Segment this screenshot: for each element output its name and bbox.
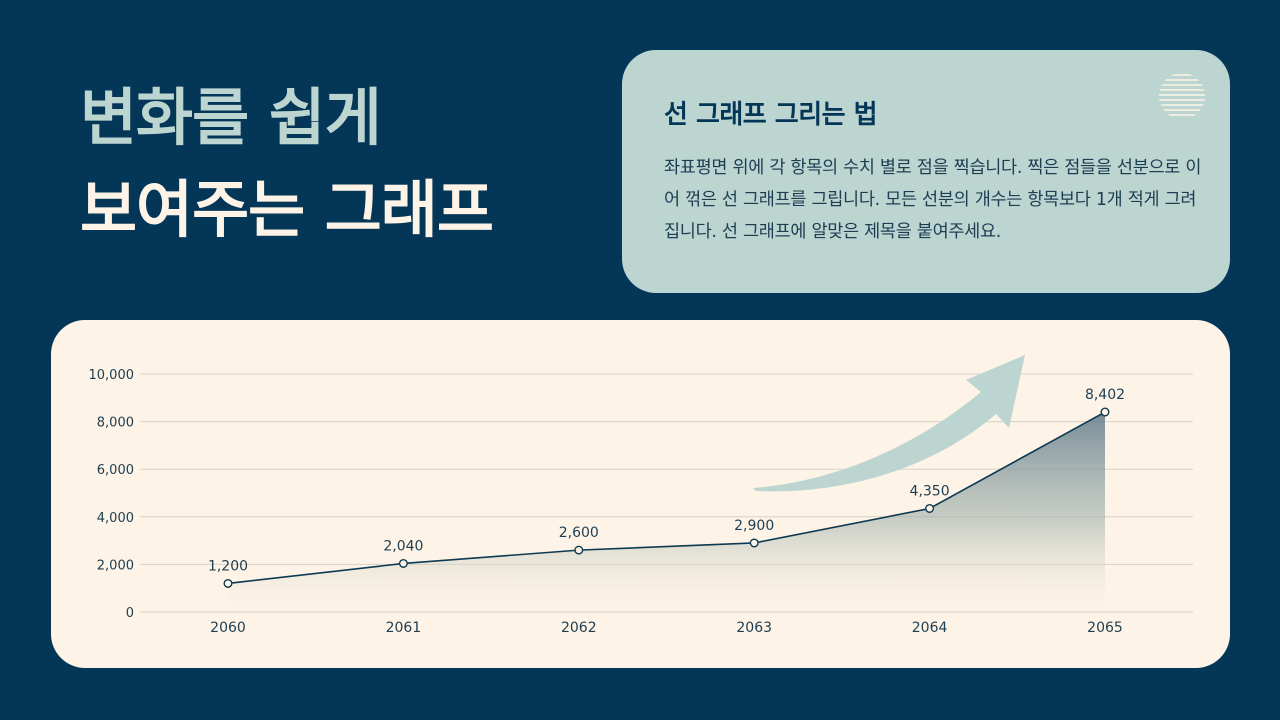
striped-circle-icon bbox=[1159, 74, 1205, 116]
value-label: 8,402 bbox=[1085, 387, 1125, 403]
value-label: 2,900 bbox=[734, 518, 774, 534]
x-tick-label: 2061 bbox=[386, 620, 422, 636]
x-tick-label: 2062 bbox=[561, 620, 597, 636]
data-point bbox=[925, 503, 935, 513]
y-tick-label: 10,000 bbox=[89, 368, 135, 383]
headline: 변화를 쉽게 보여주는 그래프 bbox=[80, 72, 494, 256]
x-axis-labels: 2060 2061 2062 2063 2064 2065 bbox=[210, 620, 1123, 636]
chart-value-labels: 1,200 2,040 2,600 2,900 4,350 8,402 bbox=[208, 387, 1125, 574]
chart-card: 0 2,000 4,000 6,000 8,000 10,000 1,200 2,040 2,… bbox=[51, 320, 1230, 668]
value-label: 1,200 bbox=[208, 558, 248, 574]
value-label: 4,350 bbox=[910, 483, 950, 499]
data-point bbox=[574, 545, 584, 555]
data-point bbox=[1100, 407, 1110, 417]
data-point bbox=[398, 558, 408, 568]
trend-arrow-icon bbox=[753, 355, 1025, 492]
y-tick-label: 0 bbox=[126, 606, 134, 621]
info-card: 선 그래프 그리는 법 좌표평면 위에 각 항목의 수치 별로 점을 찍습니다.… bbox=[622, 50, 1230, 293]
data-point bbox=[223, 578, 233, 588]
x-tick-label: 2064 bbox=[912, 620, 948, 636]
chart-line bbox=[227, 411, 1106, 585]
headline-line-1: 변화를 쉽게 bbox=[80, 81, 382, 154]
y-tick-label: 6,000 bbox=[97, 463, 134, 478]
info-card-title: 선 그래프 그리는 법 bbox=[664, 100, 878, 130]
y-tick-label: 2,000 bbox=[97, 558, 134, 573]
value-label: 2,040 bbox=[383, 538, 423, 554]
y-axis-labels: 0 2,000 4,000 6,000 8,000 10,000 bbox=[89, 368, 135, 621]
value-label: 2,600 bbox=[559, 525, 599, 541]
line-chart: 0 2,000 4,000 6,000 8,000 10,000 1,200 2,040 2,… bbox=[89, 355, 1193, 636]
y-tick-label: 4,000 bbox=[97, 511, 134, 526]
x-tick-label: 2060 bbox=[210, 620, 246, 636]
chart-area-fill bbox=[228, 412, 1105, 612]
info-card-body: 좌표평면 위에 각 항목의 수치 별로 점을 찍습니다. 찍은 점들을 선분으로… bbox=[664, 158, 1202, 242]
chart-data-points bbox=[223, 407, 1110, 588]
data-point bbox=[749, 538, 759, 548]
x-tick-label: 2065 bbox=[1087, 620, 1123, 636]
y-tick-label: 8,000 bbox=[97, 416, 134, 431]
headline-line-2: 보여주는 그래프 bbox=[80, 173, 494, 246]
x-tick-label: 2063 bbox=[736, 620, 772, 636]
